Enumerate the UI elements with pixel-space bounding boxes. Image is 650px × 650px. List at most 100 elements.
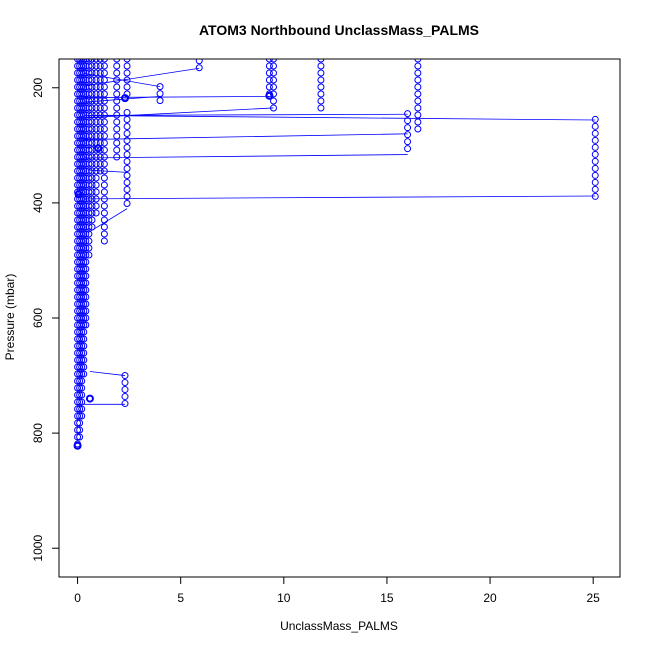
data-column [591, 115, 599, 200]
data-point [96, 111, 104, 119]
data-point [100, 62, 108, 70]
data-point [78, 59, 86, 63]
data-point [123, 179, 131, 187]
x-axis: 0 5 10 15 20 25 [74, 576, 600, 605]
data-point [414, 104, 422, 112]
data-point [100, 139, 108, 147]
data-point [195, 64, 203, 72]
data-point [74, 426, 82, 434]
data-point [76, 335, 84, 343]
data-point [100, 188, 108, 196]
data-point [78, 356, 86, 364]
data-point [74, 118, 82, 126]
data-point [78, 153, 86, 161]
y-axis: 200 400 600 800 1000 [31, 77, 60, 562]
data-point [74, 216, 82, 224]
data-point [74, 97, 82, 105]
data-point [74, 132, 82, 140]
data-column [85, 59, 93, 259]
data-point [100, 118, 108, 126]
data-column [317, 59, 325, 112]
data-point [78, 62, 86, 70]
data-point [76, 384, 84, 392]
data-point [76, 62, 84, 70]
data-point [92, 118, 100, 126]
data-point [76, 419, 84, 427]
y-tick-label: 800 [31, 423, 45, 443]
data-point [78, 97, 86, 105]
data-point [123, 144, 131, 152]
data-point [591, 185, 599, 193]
y-tick-label: 400 [31, 193, 45, 213]
data-point [74, 307, 82, 315]
data-point [78, 174, 86, 182]
data-point [76, 83, 84, 91]
data-point [156, 83, 164, 91]
data-point [74, 321, 82, 329]
data-point [78, 139, 86, 147]
data-point [74, 223, 82, 231]
data-point [121, 393, 129, 401]
data-point [76, 202, 84, 210]
data-point [76, 363, 84, 371]
data-point [113, 59, 121, 63]
data-point [82, 59, 90, 63]
data-point [113, 62, 121, 70]
data-point [591, 129, 599, 137]
data-point [96, 132, 104, 140]
data-point [414, 62, 422, 70]
data-point [76, 426, 84, 434]
data-point [414, 97, 422, 105]
data-point [100, 237, 108, 245]
data-point [74, 230, 82, 238]
data-point [92, 195, 100, 203]
data-column [414, 59, 422, 133]
data-point [76, 118, 84, 126]
data-point [78, 118, 86, 126]
data-point [92, 132, 100, 140]
data-point [404, 117, 412, 125]
connector-line [83, 195, 596, 200]
data-point-dense [85, 394, 94, 403]
data-point [78, 160, 86, 168]
data-point [591, 178, 599, 186]
data-point [76, 111, 84, 119]
plot-area [73, 59, 599, 450]
data-point [96, 104, 104, 112]
x-axis-label: UnclassMass_PALMS [280, 619, 398, 633]
data-column [123, 109, 131, 208]
data-point [85, 174, 93, 182]
data-point [74, 398, 82, 406]
data-point [74, 83, 82, 91]
data-point [96, 167, 104, 175]
data-point [92, 160, 100, 168]
data-point [270, 62, 277, 70]
data-point [85, 132, 93, 140]
data-point [414, 59, 422, 63]
data-point [123, 172, 131, 180]
data-point [80, 59, 88, 63]
data-point [76, 195, 84, 203]
data-point [92, 153, 100, 161]
data-column [404, 110, 412, 153]
data-point [317, 76, 325, 84]
data-point [92, 62, 100, 70]
data-point [85, 111, 93, 119]
data-point [78, 328, 86, 336]
data-point [78, 104, 86, 112]
data-point [74, 237, 82, 245]
data-point [414, 76, 422, 84]
data-point [92, 202, 100, 210]
data-point [78, 349, 86, 357]
connector-line [83, 96, 270, 98]
data-column [88, 59, 96, 231]
data-point [317, 62, 325, 70]
data-point [92, 104, 100, 112]
data-point [76, 377, 84, 385]
data-point [100, 181, 108, 189]
data-point [74, 146, 82, 154]
data-point [78, 398, 86, 406]
data-point [100, 230, 108, 238]
data-point [76, 69, 84, 77]
data-point [76, 181, 84, 189]
